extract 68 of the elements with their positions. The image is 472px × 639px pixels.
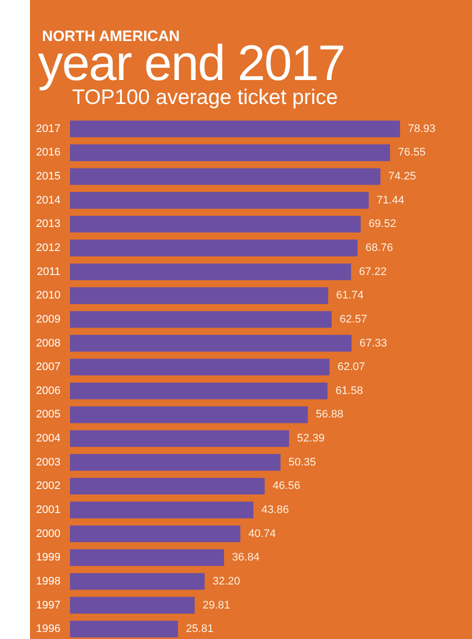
data-label: 68.76 bbox=[365, 242, 394, 254]
y-tick-label: 2003 bbox=[36, 456, 60, 468]
data-label: 71.44 bbox=[376, 194, 404, 206]
bar bbox=[70, 240, 358, 256]
data-label: 62.57 bbox=[340, 313, 368, 326]
bar bbox=[70, 454, 281, 471]
y-tick-label: 2017 bbox=[36, 122, 60, 135]
y-tick-label: 1999 bbox=[36, 552, 60, 564]
data-label: 56.88 bbox=[316, 408, 344, 421]
data-label: 74.25 bbox=[388, 170, 416, 183]
data-label: 46.56 bbox=[272, 480, 300, 492]
data-label: 67.22 bbox=[359, 266, 387, 278]
bar bbox=[70, 216, 361, 233]
y-tick-label: 2001 bbox=[36, 504, 60, 516]
y-tick-label: 2005 bbox=[36, 408, 60, 421]
y-tick-label: 2006 bbox=[36, 384, 60, 397]
bar bbox=[70, 144, 390, 162]
data-label: 50.35 bbox=[288, 456, 316, 468]
bar bbox=[70, 287, 328, 304]
bar bbox=[70, 263, 352, 280]
bar bbox=[70, 382, 328, 400]
bar bbox=[70, 430, 290, 447]
y-tick-label: 1996 bbox=[36, 623, 60, 636]
bar bbox=[70, 311, 332, 328]
y-tick-label: 2004 bbox=[36, 432, 60, 445]
data-label: 32.20 bbox=[212, 575, 240, 588]
y-tick-label: 2014 bbox=[36, 194, 60, 206]
y-tick-label: 2015 bbox=[36, 170, 60, 183]
y-tick-label: 2008 bbox=[36, 337, 60, 350]
data-label: 69.52 bbox=[368, 218, 396, 230]
y-tick-label: 2011 bbox=[36, 266, 60, 278]
bar bbox=[70, 168, 380, 185]
data-label: 29.81 bbox=[202, 599, 230, 612]
data-label: 52.39 bbox=[297, 432, 325, 445]
chart-title: NORTH AMERICAN bbox=[42, 28, 180, 45]
text: TOP100 average ticket price bbox=[72, 86, 338, 110]
data-label: 78.93 bbox=[408, 122, 436, 135]
y-tick-label: 2012 bbox=[36, 242, 60, 254]
y-tick-label: 1998 bbox=[36, 575, 60, 588]
bar bbox=[70, 549, 224, 566]
bar bbox=[70, 620, 178, 638]
y-tick-label: 2013 bbox=[36, 218, 60, 230]
bar bbox=[70, 478, 265, 495]
data-label: 25.81 bbox=[186, 623, 214, 636]
bar bbox=[70, 525, 240, 542]
y-tick-label: 1997 bbox=[36, 599, 60, 612]
bar bbox=[70, 502, 254, 518]
y-tick-label: 2002 bbox=[36, 480, 60, 492]
data-label: 40.74 bbox=[248, 528, 276, 540]
bar bbox=[70, 192, 369, 209]
data-label: 43.86 bbox=[261, 504, 289, 516]
bar bbox=[70, 358, 330, 376]
bar bbox=[70, 120, 400, 138]
data-label: 36.84 bbox=[232, 552, 260, 564]
y-tick-label: 2016 bbox=[36, 146, 60, 159]
y-tick-label: 2000 bbox=[36, 528, 60, 540]
data-label: 61.58 bbox=[335, 384, 363, 397]
bar bbox=[70, 334, 352, 352]
data-label: 62.07 bbox=[338, 361, 366, 374]
y-tick-label: 2009 bbox=[36, 313, 60, 326]
data-label: 61.74 bbox=[336, 290, 364, 302]
bar bbox=[70, 573, 205, 590]
y-tick-label: 2007 bbox=[36, 361, 60, 374]
data-label: 67.33 bbox=[360, 337, 388, 350]
data-label: 76.55 bbox=[398, 146, 426, 159]
bar bbox=[70, 406, 308, 424]
bar bbox=[70, 596, 195, 614]
y-tick-label: 2010 bbox=[36, 290, 60, 302]
